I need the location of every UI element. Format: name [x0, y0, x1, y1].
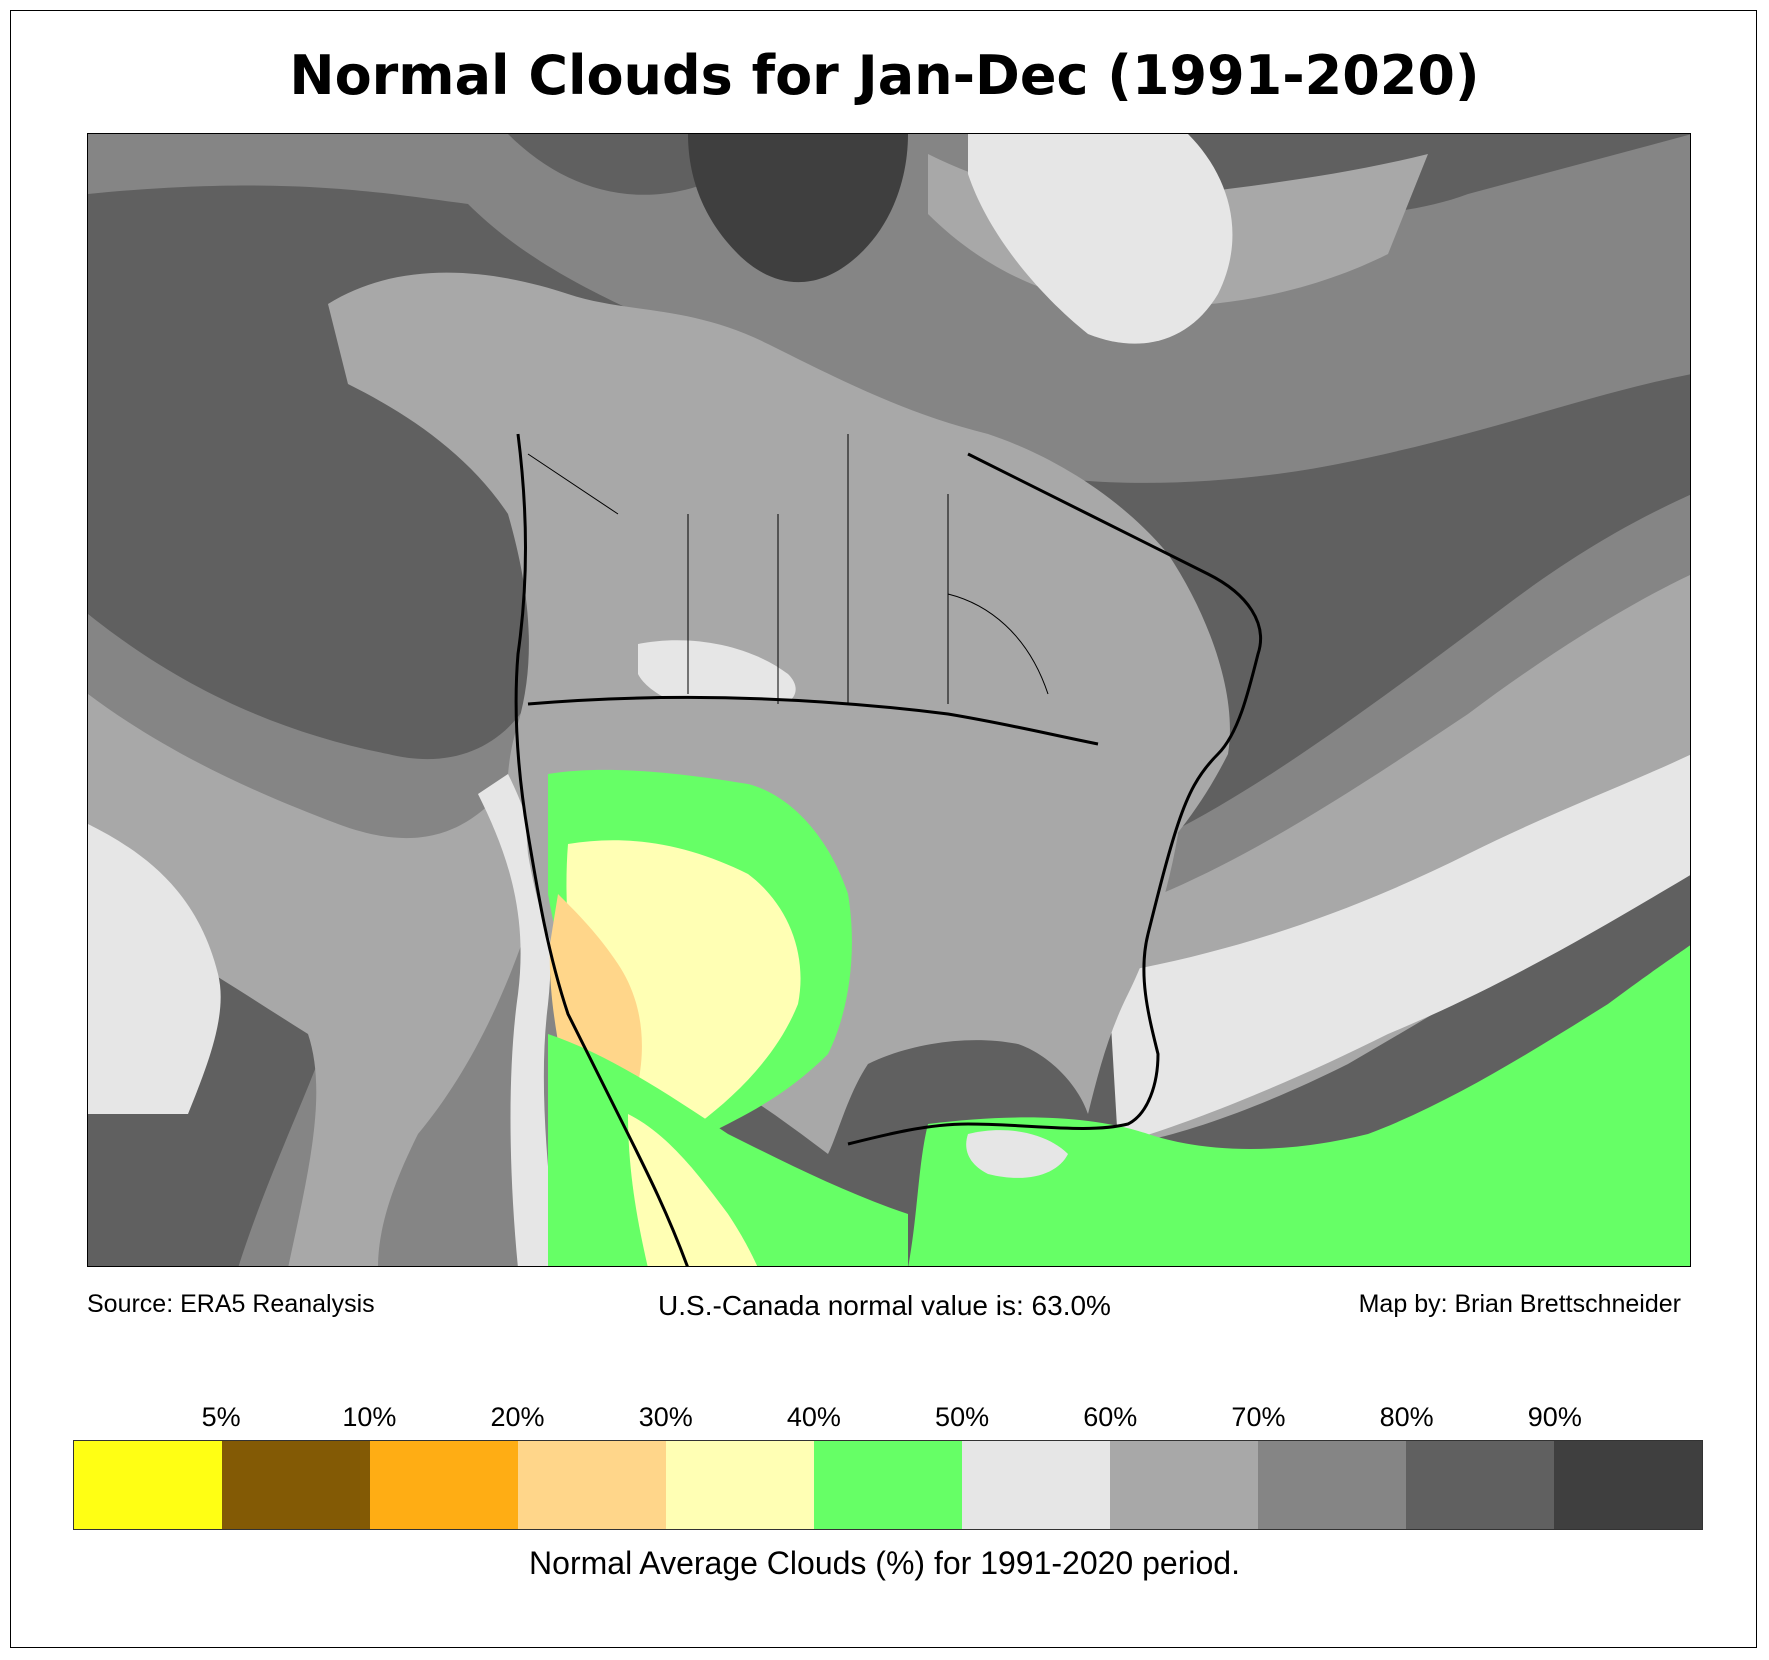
us-canada-border: [527, 695, 1099, 746]
source-label: Source: ERA5 Reanalysis: [87, 1290, 375, 1318]
legend-tick-label: 50%: [935, 1402, 990, 1432]
cloud-band-50-gulf: [908, 945, 1690, 1266]
north-america-coastline: [514, 433, 1263, 1266]
cloud-band-60-pacific: [88, 824, 221, 1114]
cloud-band-80-north: [88, 134, 1690, 483]
canada-province-lines: [527, 434, 1049, 704]
legend-ticks: 5% 10% 20% 30% 40% 50% 60% 70% 80% 90%: [0, 1402, 1769, 1434]
legend-swatch: [370, 1441, 518, 1529]
legend-swatch: [518, 1441, 666, 1529]
legend-swatch: [1554, 1441, 1702, 1529]
legend-tick-label: 10%: [342, 1402, 397, 1432]
cloud-band-60-gulf: [966, 1130, 1068, 1178]
legend-tick-label: 20%: [490, 1402, 545, 1432]
legend-swatch: [1406, 1441, 1554, 1529]
legend-tick-label: 60%: [1083, 1402, 1138, 1432]
legend-tick-label: 30%: [638, 1402, 693, 1432]
cloud-map: [87, 133, 1691, 1267]
normal-value-label: U.S.-Canada normal value is: 63.0%: [658, 1290, 1111, 1321]
legend-tick-label: 70%: [1231, 1402, 1286, 1432]
legend-caption: Normal Average Clouds (%) for 1991-2020 …: [529, 1545, 1240, 1581]
legend-swatch: [814, 1441, 962, 1529]
color-legend: [73, 1440, 1703, 1530]
cloud-band-60-prairie: [638, 640, 796, 714]
map-title: Normal Clouds for Jan-Dec (1991-2020): [289, 44, 1480, 107]
legend-swatch: [962, 1441, 1110, 1529]
legend-swatch: [74, 1441, 222, 1529]
cloud-band-60-atlantic: [1108, 754, 1690, 1144]
legend-tick-label: 80%: [1379, 1402, 1434, 1432]
cloud-band-70-pacific: [88, 694, 538, 1266]
figure-frame: [10, 10, 1757, 1648]
cloud-band-40-mexico: [628, 1114, 758, 1266]
legend-swatch: [666, 1441, 814, 1529]
cloud-band-90-arctic: [688, 134, 908, 283]
credit-label: Map by: Brian Brettschneider: [1358, 1290, 1681, 1318]
legend-swatch: [1110, 1441, 1258, 1529]
legend-tick-label: 40%: [786, 1402, 841, 1432]
cloud-band-60-greenland: [968, 134, 1233, 344]
legend-swatch: [1258, 1441, 1406, 1529]
legend-swatch: [222, 1441, 370, 1529]
legend-tick-label: 5%: [201, 1402, 241, 1432]
legend-tick-label: 90%: [1527, 1402, 1582, 1432]
